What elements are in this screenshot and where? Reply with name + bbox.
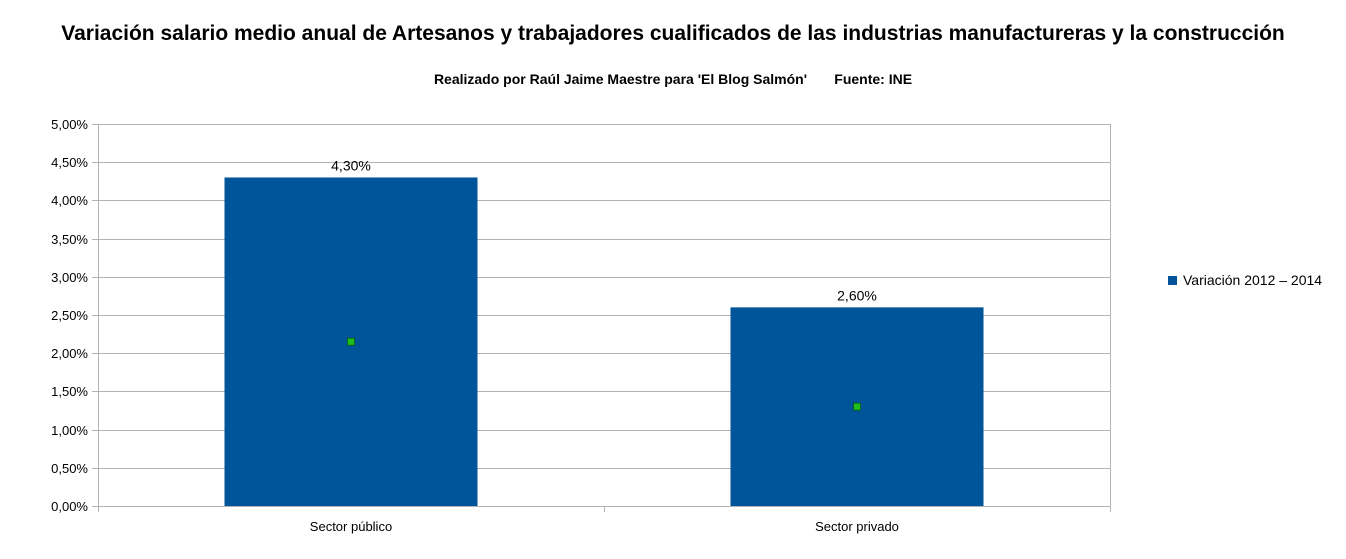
y-tick-label: 3,00%	[51, 270, 88, 285]
x-tick-label: Sector privado	[815, 519, 899, 534]
y-tick-label: 4,00%	[51, 193, 88, 208]
labels: 0,00% 0,50% 1,00% 1,50% 2,00% 2,50% 3,00% 3,50%…	[51, 117, 899, 534]
chart-title: Variación salario medio anual de Artesan…	[61, 22, 1285, 45]
chart-subtitle: Realizado por Raúl Jaime Maestre para 'E…	[433, 71, 913, 87]
legend-swatch	[1168, 275, 1177, 285]
bar-marker	[853, 402, 861, 411]
bars	[224, 177, 984, 507]
y-tick-label: 3,50%	[51, 232, 88, 247]
axes	[92, 124, 1111, 512]
data-label: 2,60%	[837, 287, 877, 303]
y-tick-label: 4,50%	[51, 155, 88, 170]
y-tick-label: 1,50%	[51, 384, 88, 399]
y-tick-label: 0,00%	[51, 499, 88, 514]
x-tick-label: Sector público	[310, 519, 392, 534]
y-tick-label: 0,50%	[51, 461, 88, 476]
y-tick-label: 1,00%	[51, 423, 88, 438]
data-label: 4,30%	[331, 157, 371, 173]
y-tick-label: 2,50%	[51, 308, 88, 323]
y-tick-label: 2,00%	[51, 346, 88, 361]
y-tick-label: 5,00%	[51, 117, 88, 132]
bar-marker	[347, 337, 355, 346]
legend: Variación 2012 – 2014	[1168, 272, 1322, 288]
legend-label: Variación 2012 – 2014	[1183, 272, 1323, 288]
